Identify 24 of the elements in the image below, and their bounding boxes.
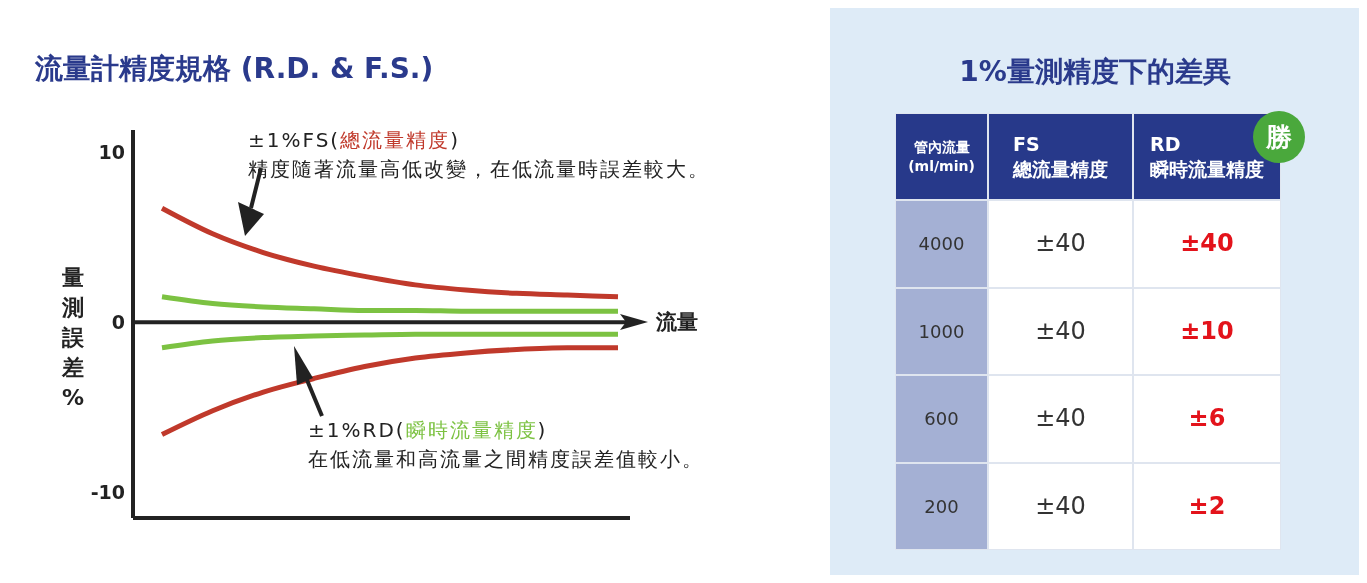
y-tick-label: 0: [111, 311, 125, 334]
text: 4000: [895, 200, 988, 288]
text: ±40: [988, 375, 1133, 463]
y-tick-label: -10: [90, 481, 125, 504]
text: 200: [895, 463, 988, 550]
text: ±6: [1133, 375, 1281, 463]
text: 1%量測精度下的差異: [958, 54, 1232, 90]
text: ±10: [1133, 288, 1281, 375]
text: 600: [895, 375, 988, 463]
text: ±40: [988, 288, 1133, 375]
y-tick-label: 10: [98, 140, 125, 163]
annotation: ±1%RD(瞬時流量精度) 在低流量和高流量之間精度誤差值較小。: [308, 418, 704, 473]
text: ±40: [988, 463, 1133, 550]
text: ±40: [988, 200, 1133, 288]
text: FS 總流量精度: [988, 113, 1133, 200]
text: 1000: [895, 288, 988, 375]
y-axis-title: 量測誤差%: [60, 264, 85, 412]
text: 勝: [1266, 121, 1292, 152]
x-axis-title: 流量: [656, 309, 698, 336]
text: 管內流量 (ml/min): [895, 113, 988, 200]
chart-title: 流量計精度規格 (R.D. & F.S.): [35, 51, 434, 87]
text: ±2: [1133, 463, 1281, 550]
text: ±40: [1133, 200, 1281, 288]
text: RD 瞬時流量精度: [1150, 132, 1264, 180]
